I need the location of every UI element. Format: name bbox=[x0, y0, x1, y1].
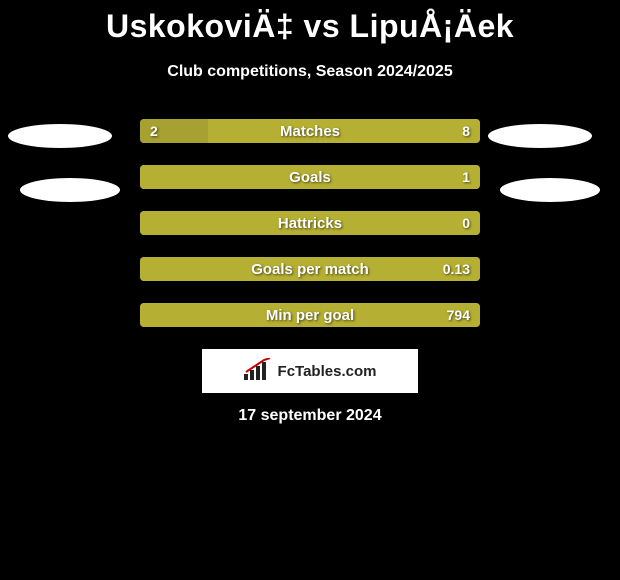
stat-row: Goals per match0.13 bbox=[140, 257, 480, 281]
date-label: 17 september 2024 bbox=[0, 407, 620, 425]
stat-value-left: 2 bbox=[150, 119, 158, 143]
stat-value-right: 8 bbox=[462, 119, 470, 143]
decorative-ellipse bbox=[500, 178, 600, 202]
decorative-ellipse bbox=[8, 124, 112, 148]
stat-value-right: 0 bbox=[462, 211, 470, 235]
stat-label: Hattricks bbox=[140, 211, 480, 235]
stat-label: Matches bbox=[140, 119, 480, 143]
stat-value-right: 794 bbox=[447, 303, 470, 327]
stat-value-right: 1 bbox=[462, 165, 470, 189]
stats-container: Matches2 8 Goals1 Hattricks0 Goals per match… bbox=[140, 119, 480, 327]
stat-label: Min per goal bbox=[140, 303, 480, 327]
page-subtitle: Club competitions, Season 2024/2025 bbox=[0, 63, 620, 81]
stat-row: Matches2 8 bbox=[140, 119, 480, 143]
decorative-ellipse bbox=[20, 178, 120, 202]
brand-footer: FcTables.com bbox=[202, 349, 418, 393]
stat-row: Goals1 bbox=[140, 165, 480, 189]
stat-label: Goals per match bbox=[140, 257, 480, 281]
stat-row: Min per goal794 bbox=[140, 303, 480, 327]
stat-value-right: 0.13 bbox=[443, 257, 470, 281]
page-title: UskokoviÄ‡ vs LipuÅ¡Äek bbox=[0, 0, 620, 45]
brand-name: FcTables.com bbox=[278, 363, 377, 380]
decorative-ellipse bbox=[488, 124, 592, 148]
stat-row: Hattricks0 bbox=[140, 211, 480, 235]
stat-label: Goals bbox=[140, 165, 480, 189]
brand-logo-icon bbox=[244, 358, 272, 385]
